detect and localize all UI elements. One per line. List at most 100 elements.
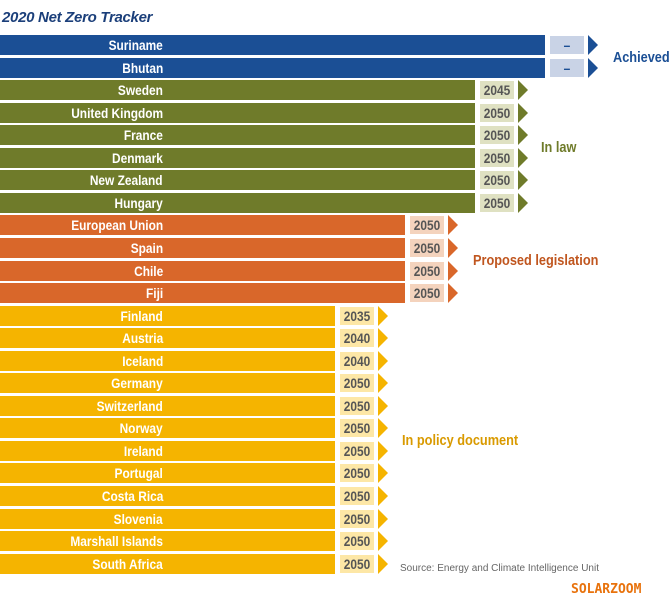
bar-row: Portugal 2050 [0, 463, 390, 484]
arrow-icon [378, 305, 388, 326]
arrow-icon [588, 35, 598, 55]
arrow-icon [378, 486, 388, 506]
arrow-icon [378, 373, 388, 394]
bar-row: Slovenia 2050 [0, 508, 390, 529]
group-label-in_law: In law [541, 139, 577, 156]
bar: New Zealand [0, 170, 475, 191]
arrow-icon [448, 215, 458, 236]
target-year-label: 2050 [340, 532, 374, 551]
arrow-icon [518, 80, 528, 101]
target-year-label: 2040 [340, 329, 374, 348]
target-year-label: 2045 [480, 81, 514, 100]
country-label: Marshall Islands [70, 533, 163, 550]
bar: United Kingdom [0, 102, 475, 123]
country-label: Austria [122, 330, 163, 347]
arrow-icon [378, 328, 388, 349]
country-label: Fiji [145, 285, 163, 302]
bar: Switzerland [0, 395, 335, 416]
arrow-icon [518, 147, 528, 168]
bar: France [0, 125, 475, 146]
country-label: Germany [111, 375, 163, 392]
bar: Sweden [0, 80, 475, 101]
target-year-label: 2050 [340, 509, 374, 528]
bar-row: Marshall Islands 2050 [0, 531, 390, 552]
bar-row: Norway 2050 [0, 418, 390, 439]
target-year-label: 2050 [340, 487, 374, 505]
bar: Hungary [0, 192, 475, 213]
target-year-label: 2050 [410, 216, 444, 235]
country-label: France [123, 127, 163, 144]
target-year-label: 2050 [480, 126, 514, 145]
bar-row: Finland 2035 [0, 305, 390, 326]
bar: Iceland [0, 350, 335, 371]
country-label: South Africa [92, 555, 163, 572]
arrow-icon [518, 192, 528, 213]
source-note: Source: Energy and Climate Intelligence … [400, 563, 599, 574]
arrow-icon [378, 395, 388, 416]
target-year-label: – [550, 36, 584, 54]
bar-row: Ireland 2050 [0, 440, 390, 461]
bar-row: Chile 2050 [0, 260, 460, 281]
group-label-achieved: Achieved [613, 49, 670, 66]
country-label: Ireland [123, 442, 163, 459]
bar-row: New Zealand 2050 [0, 170, 530, 191]
target-year-label: 2050 [410, 238, 444, 257]
bar-row: Iceland 2040 [0, 350, 390, 371]
watermark-logo: SOLARZOOM [571, 582, 642, 597]
bar-row: Hungary 2050 [0, 192, 530, 213]
arrow-icon [378, 508, 388, 529]
bar: Chile [0, 260, 405, 281]
bar-row: Bhutan – [0, 57, 600, 78]
arrow-icon [378, 531, 388, 552]
arrow-icon [518, 125, 528, 146]
target-year-label: 2035 [340, 306, 374, 325]
arrow-icon [518, 170, 528, 191]
bar-row: Costa Rica 2050 [0, 486, 390, 506]
bar: Suriname [0, 35, 545, 55]
target-year-label: 2050 [480, 171, 514, 190]
country-label: Norway [120, 420, 163, 437]
bar: Finland [0, 305, 335, 326]
arrow-icon [378, 350, 388, 371]
arrow-icon [518, 102, 528, 123]
country-label: Costa Rica [101, 488, 163, 504]
country-label: Suriname [108, 37, 163, 53]
country-label: Switzerland [96, 397, 163, 414]
target-year-label: – [550, 58, 584, 77]
bar: Bhutan [0, 57, 545, 78]
country-label: Sweden [118, 82, 163, 99]
country-label: Hungary [114, 194, 163, 211]
chart-title: 2020 Net Zero Tracker [2, 9, 153, 26]
group-label-policy: In policy document [402, 432, 519, 449]
country-label: United Kingdom [71, 104, 163, 121]
bar: Denmark [0, 147, 475, 168]
arrow-icon [588, 57, 598, 78]
country-label: Slovenia [114, 510, 163, 527]
arrow-icon [378, 418, 388, 439]
target-year-label: 2050 [340, 419, 374, 438]
country-label: Denmark [112, 149, 163, 166]
bar: Austria [0, 328, 335, 349]
bar-row: Germany 2050 [0, 373, 390, 394]
target-year-label: 2040 [340, 351, 374, 370]
bar-row: Austria 2040 [0, 328, 390, 349]
target-year-label: 2050 [340, 464, 374, 483]
arrow-icon [378, 440, 388, 461]
arrow-icon [448, 260, 458, 281]
bar-row: Spain 2050 [0, 237, 460, 258]
country-label: New Zealand [90, 172, 163, 189]
bar-row: Switzerland 2050 [0, 395, 390, 416]
bar: Marshall Islands [0, 531, 335, 552]
country-label: Finland [120, 307, 163, 324]
country-label: Chile [133, 262, 163, 279]
arrow-icon [448, 237, 458, 258]
target-year-label: 2050 [410, 261, 444, 280]
country-label: Spain [130, 239, 163, 256]
arrow-icon [448, 283, 458, 304]
bar: Ireland [0, 440, 335, 461]
bar-row: Suriname – [0, 35, 600, 55]
bar: Fiji [0, 283, 405, 304]
country-label: Portugal [114, 465, 163, 482]
country-label: Bhutan [122, 59, 163, 76]
country-label: Iceland [121, 352, 163, 369]
